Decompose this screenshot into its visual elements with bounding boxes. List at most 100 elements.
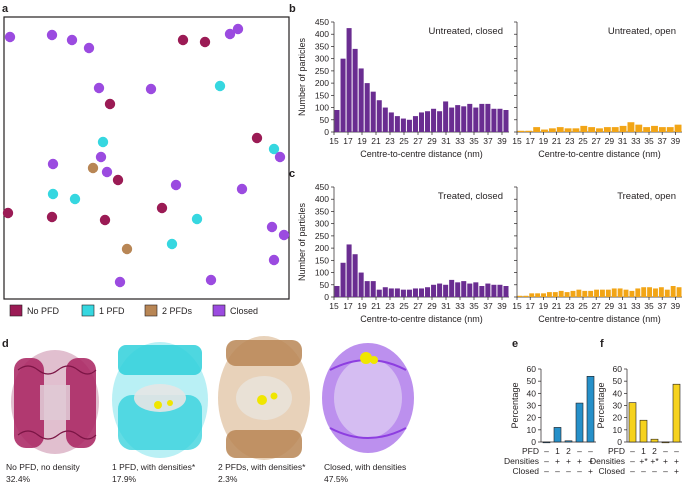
x-tick-label: 33: [455, 301, 465, 311]
histogram-bar: [479, 286, 485, 297]
histogram-bar: [651, 125, 658, 132]
percentage-bar: [553, 427, 562, 443]
particle: [278, 229, 290, 241]
row-cell: –: [630, 466, 635, 476]
structure-2-pfds: [218, 336, 310, 460]
y-tick-label: 150: [315, 90, 329, 100]
x-tick-label: 29: [427, 301, 437, 311]
histogram-bar: [580, 125, 588, 132]
particle: [236, 183, 248, 195]
histogram-bar: [346, 28, 352, 132]
x-tick-label: 25: [399, 301, 409, 311]
legend-swatch-closed: [212, 304, 226, 317]
histogram-bar: [546, 292, 552, 297]
histogram-bar: [594, 289, 599, 297]
percentage-bar: [586, 375, 595, 443]
histogram-bar: [449, 279, 455, 297]
histogram-bar: [400, 289, 406, 297]
percentage-bar: [650, 438, 659, 443]
particle: [266, 221, 278, 233]
y-axis-label: Percentage: [510, 382, 520, 428]
histogram-bar: [467, 283, 473, 297]
x-tick-label: 35: [644, 136, 654, 146]
particle: [274, 151, 286, 163]
x-tick-label: 37: [483, 301, 493, 311]
particle: [87, 162, 99, 174]
histogram-bar: [358, 68, 364, 132]
histogram-title: Untreated, open: [608, 26, 676, 37]
x-tick-label: 37: [657, 301, 667, 311]
caption-1-pfd-pct: 17.9%: [112, 474, 137, 484]
y-tick-label: 0: [324, 292, 329, 302]
x-tick-label: 15: [329, 301, 339, 311]
x-tick-label: 23: [565, 301, 575, 311]
particle: [145, 83, 157, 95]
histogram-bar: [418, 112, 425, 132]
row-cell: +: [588, 466, 593, 476]
particle: [268, 254, 280, 266]
panel-label-f: f: [600, 338, 604, 350]
x-tick-label: 29: [605, 136, 615, 146]
y-tick-label: 350: [315, 41, 329, 51]
histogram-bar: [455, 282, 461, 297]
histogram-bar: [473, 107, 479, 132]
x-tick-label: 27: [413, 136, 423, 146]
histogram-bar: [425, 111, 431, 132]
y-tick-label: 0: [324, 127, 329, 137]
y-tick-label: 200: [315, 243, 329, 253]
histogram-bar: [406, 119, 412, 132]
legend-1-pfd: 1 PFD: [99, 306, 125, 316]
histogram-bar: [572, 128, 580, 132]
histogram-bar: [558, 290, 564, 297]
histogram-bar: [643, 127, 651, 132]
x-axis-label: Centre-to-centre distance (nm): [360, 314, 483, 324]
particle: [104, 98, 116, 110]
histogram-bar: [340, 58, 346, 132]
histogram-bar: [382, 107, 388, 132]
particle-map-frame: [3, 16, 290, 300]
x-tick-label: 31: [618, 136, 628, 146]
row-cell: –: [663, 466, 668, 476]
histogram-bar: [564, 128, 572, 132]
histogram-bar: [418, 288, 425, 297]
histogram-bar: [517, 130, 525, 132]
legend-swatch-no-pfd: [9, 304, 23, 317]
x-tick-label: 17: [525, 136, 535, 146]
x-tick-label: 25: [578, 301, 588, 311]
particle-legend: No PFD 1 PFD 2 PFDs Closed: [9, 304, 258, 317]
particle: [4, 31, 16, 43]
histogram-bar: [503, 110, 509, 132]
histogram-bar: [635, 288, 641, 297]
x-axis-label: Centre-to-centre distance (nm): [360, 149, 483, 159]
x-tick-label: 17: [525, 301, 535, 311]
histogram-title: Untreated, closed: [429, 26, 503, 37]
histogram-untreated-open: 15 17 19 21 23 25 27 29 31 33 35 37 39 Untreated, ope…: [512, 21, 682, 159]
x-tick-label: 23: [385, 136, 395, 146]
row-cell: –: [544, 446, 549, 456]
histogram-bar: [653, 288, 658, 297]
percentage-bar: [564, 440, 573, 443]
histogram-bar: [358, 272, 364, 297]
row-label: Densities: [590, 456, 625, 466]
y-tick-label: 50: [320, 115, 330, 125]
histogram-bar: [485, 283, 491, 297]
y-tick-label: 250: [315, 231, 329, 241]
panel-label-c: c: [289, 168, 295, 180]
row-cell: +*: [639, 456, 648, 466]
x-tick-label: 37: [483, 136, 493, 146]
x-tick-label: 29: [605, 301, 615, 311]
particle: [95, 151, 107, 163]
histogram-bar: [461, 281, 467, 297]
histogram-bar: [443, 101, 449, 132]
particle: [97, 136, 109, 148]
x-axis-label: Centre-to-centre distance (nm): [538, 314, 661, 324]
x-tick-label: 19: [357, 301, 367, 311]
x-tick-label: 35: [644, 301, 654, 311]
legend-closed: Closed: [230, 306, 258, 316]
row-label: Closed: [513, 466, 540, 476]
structure-1-pfd: [112, 342, 208, 458]
histogram-untreated-closed: 0 50 100 150 200 250 300 350 400 450 15 17 19 21 23 25 2…: [297, 17, 509, 159]
x-tick-label: 33: [631, 301, 641, 311]
histogram-bar: [647, 287, 653, 297]
